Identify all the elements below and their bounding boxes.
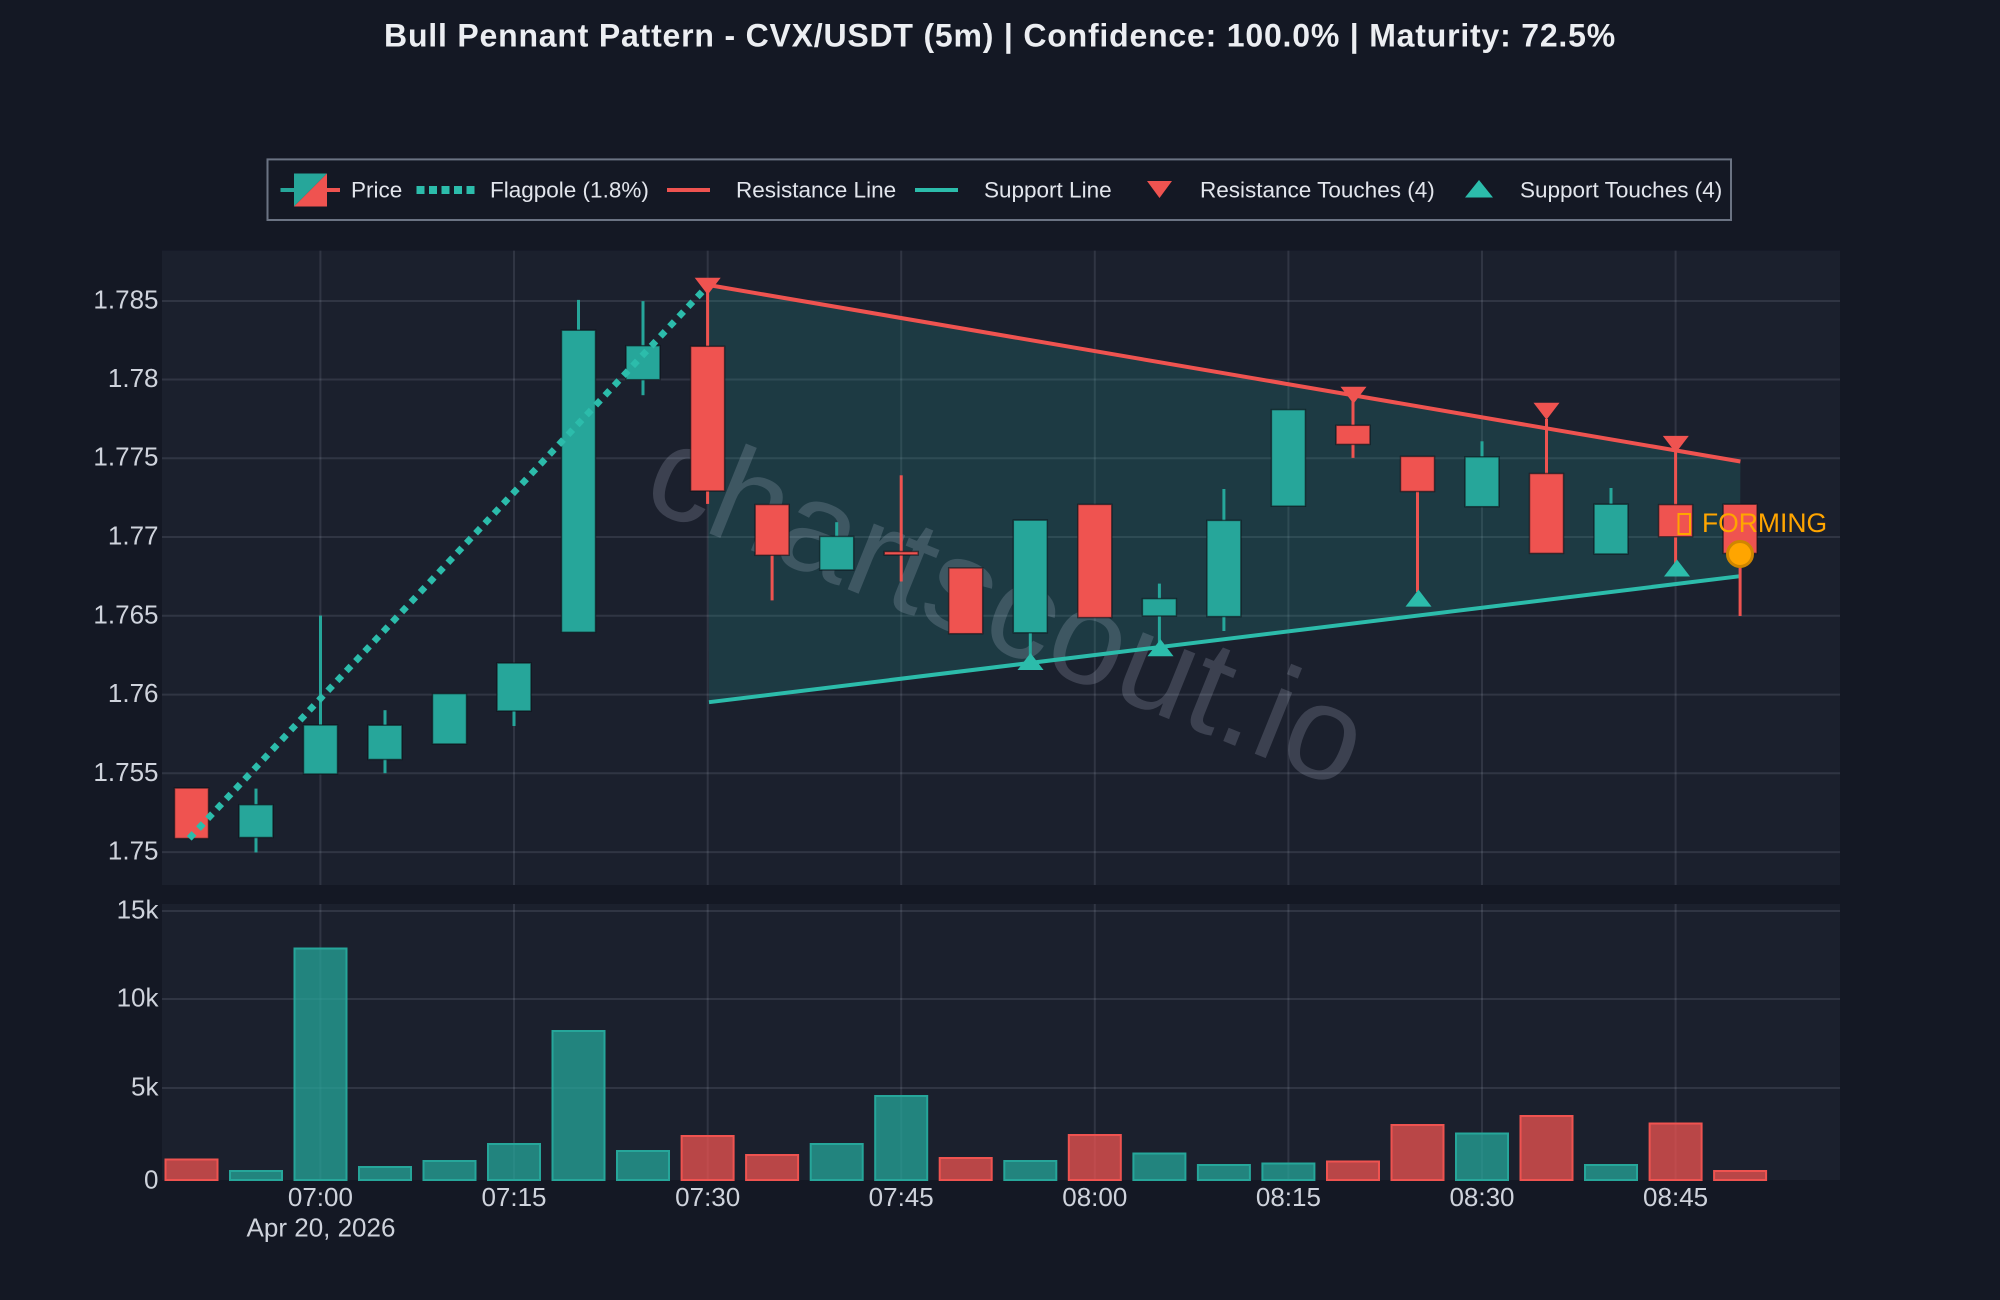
svg-text:1.775: 1.775 <box>93 442 158 472</box>
svg-text:08:15: 08:15 <box>1256 1182 1321 1212</box>
svg-text:1.78: 1.78 <box>108 363 159 393</box>
svg-text:1.755: 1.755 <box>93 757 158 787</box>
svg-text:07:45: 07:45 <box>869 1182 934 1212</box>
svg-text:07:30: 07:30 <box>675 1182 740 1212</box>
svg-text:08:00: 08:00 <box>1062 1182 1127 1212</box>
svg-text:Flagpole (1.8%): Flagpole (1.8%) <box>490 178 649 203</box>
svg-text:07:15: 07:15 <box>481 1182 546 1212</box>
svg-text:Support Line: Support Line <box>984 178 1112 203</box>
svg-text:08:30: 08:30 <box>1449 1182 1514 1212</box>
svg-text:5k: 5k <box>131 1072 159 1102</box>
svg-text:Resistance Touches (4): Resistance Touches (4) <box>1200 178 1435 203</box>
svg-text:10k: 10k <box>117 983 160 1013</box>
svg-text:Resistance Line: Resistance Line <box>736 178 896 203</box>
svg-text:Bull Pennant Pattern - CVX/USD: Bull Pennant Pattern - CVX/USDT (5m) | C… <box>384 18 1616 54</box>
svg-text:1.785: 1.785 <box>93 285 158 315</box>
svg-text:07:00: 07:00 <box>288 1182 353 1212</box>
svg-text:1.765: 1.765 <box>93 599 158 629</box>
svg-text:Apr 20, 2026: Apr 20, 2026 <box>247 1213 396 1243</box>
svg-text:15k: 15k <box>117 895 160 925</box>
svg-text:Price: Price <box>351 178 402 203</box>
svg-text:FORMING: FORMING <box>1702 508 1827 538</box>
svg-text:Support Touches (4): Support Touches (4) <box>1520 178 1722 203</box>
svg-text:08:45: 08:45 <box>1643 1182 1708 1212</box>
svg-text:0: 0 <box>144 1164 158 1194</box>
svg-text:1.76: 1.76 <box>108 678 159 708</box>
svg-text:1.77: 1.77 <box>108 521 159 551</box>
svg-text:1.75: 1.75 <box>108 836 159 866</box>
